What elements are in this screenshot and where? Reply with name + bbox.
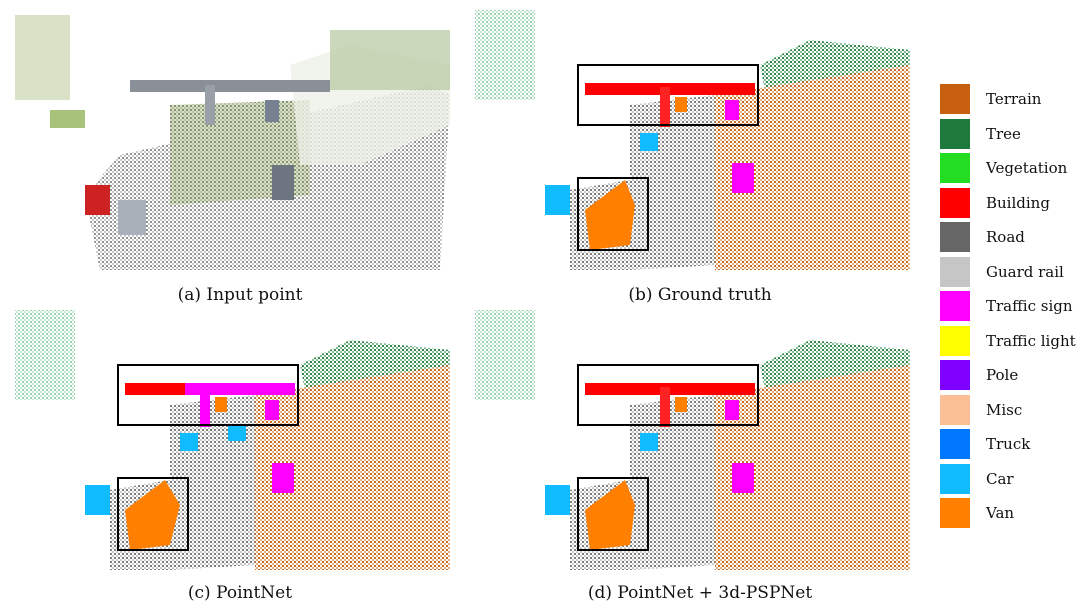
legend-swatch xyxy=(940,325,970,356)
legend-swatch xyxy=(940,84,970,114)
legend-item-tree: Tree xyxy=(940,118,1080,149)
legend-label: Road xyxy=(986,228,1025,246)
legend-label: Truck xyxy=(986,435,1031,453)
legend-label: Tree xyxy=(986,124,1021,143)
legend-item-guard-rail: Guard rail xyxy=(940,256,1080,287)
legend-label: Guard rail xyxy=(986,262,1064,281)
legend-item-van: Van xyxy=(940,498,1080,528)
input-point-cloud-image xyxy=(15,15,450,270)
legend-swatch xyxy=(940,222,970,252)
legend-item-car: Car xyxy=(940,463,1080,494)
caption-panel-b: (b) Ground truth xyxy=(628,285,772,305)
legend-item-terrain: Terrain xyxy=(940,84,1080,114)
panel-pointnet xyxy=(10,305,460,580)
legend-item-building: Building xyxy=(940,187,1080,218)
legend-swatch xyxy=(940,463,970,494)
caption-panel-d: (d) PointNet + 3d-PSPNet xyxy=(587,583,813,603)
legend-swatch xyxy=(940,291,970,321)
legend-swatch xyxy=(940,498,970,528)
legend-label: Vegetation xyxy=(986,159,1068,177)
caption-panel-a: (a) Input point xyxy=(177,285,303,305)
legend-item-misc: Misc xyxy=(940,394,1080,425)
legend-item-pole: Pole xyxy=(940,360,1080,390)
legend-swatch xyxy=(940,187,970,218)
legend-swatch xyxy=(940,429,970,459)
pointnet-segmentation-image xyxy=(15,310,450,570)
legend-label: Traffic light xyxy=(986,331,1076,350)
legend-label: Building xyxy=(986,193,1050,212)
legend-label: Pole xyxy=(986,366,1019,384)
legend-item-truck: Truck xyxy=(940,429,1080,459)
legend-label: Misc xyxy=(986,400,1023,419)
panel-ground-truth xyxy=(470,5,920,280)
legend-swatch xyxy=(940,153,970,183)
legend-item-vegetation: Vegetation xyxy=(940,153,1080,183)
legend-item-road: Road xyxy=(940,222,1080,252)
legend-swatch xyxy=(940,360,970,390)
panel-pointnet-3d-pspnet xyxy=(470,305,920,580)
legend-label: Car xyxy=(986,469,1014,488)
legend-item-traffic-light: Traffic light xyxy=(940,325,1080,356)
legend-label: Traffic sign xyxy=(986,297,1073,315)
legend-swatch xyxy=(940,256,970,287)
pointnet-3d-pspnet-segmentation-image xyxy=(475,310,910,570)
legend-label: Van xyxy=(986,504,1015,522)
ground-truth-segmentation-image xyxy=(475,10,910,270)
legend-item-traffic-sign: Traffic sign xyxy=(940,291,1080,321)
legend-swatch xyxy=(940,118,970,149)
legend-swatch xyxy=(940,394,970,425)
panel-input-point xyxy=(10,5,460,280)
legend-label: Terrain xyxy=(986,90,1042,108)
caption-panel-c: (c) PointNet xyxy=(187,583,293,603)
